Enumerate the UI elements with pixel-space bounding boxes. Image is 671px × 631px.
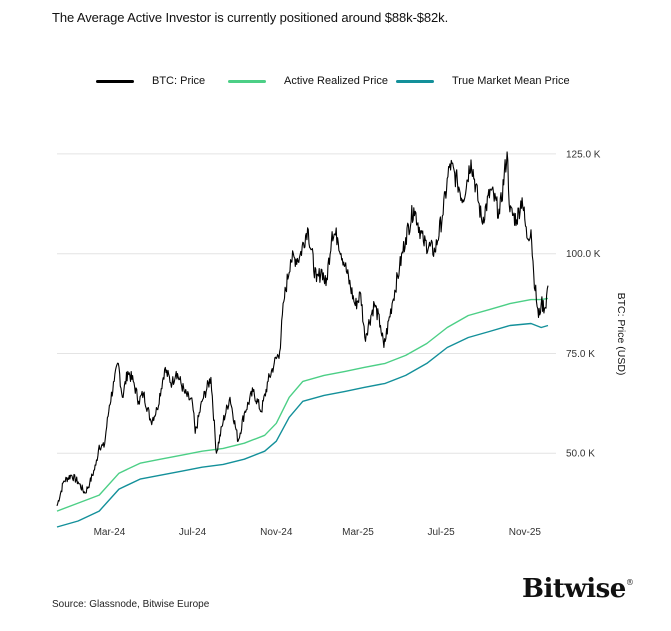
legend-item-true-market-mean-price[interactable]: True Market Mean Price	[396, 73, 570, 89]
active-realized-price-line	[56, 297, 549, 512]
legend-swatch-true-market-mean-price	[396, 79, 434, 83]
x-axis-ticks: Mar-24 Jul-24 Nov-24 Mar-25 Jul-25 Nov-25	[94, 527, 542, 538]
x-tick-label: Jul-24	[179, 527, 207, 538]
y-tick-label: 125.0 K	[566, 149, 601, 160]
legend-swatch-active-realized-price	[228, 79, 266, 83]
y-axis-ticks: 50.0 K 75.0 K 100.0 K 125.0 K	[566, 149, 601, 459]
btc-price-line	[56, 151, 549, 507]
y-tick-label: 75.0 K	[566, 349, 595, 360]
logo-text: Bitwise	[522, 574, 626, 604]
chart-title: The Average Active Investor is currently…	[52, 10, 449, 25]
series-group	[56, 151, 549, 528]
legend-label-btc-price: BTC: Price	[152, 75, 206, 87]
legend-swatch-btc-price	[96, 79, 134, 83]
x-tick-label: Mar-24	[94, 527, 126, 538]
legend-item-btc-price[interactable]: BTC: Price	[96, 73, 205, 89]
x-tick-label: Nov-24	[260, 527, 293, 538]
legend-label-active-realized-price: Active Realized Price	[284, 75, 388, 87]
legend-label-true-market-mean-price: True Market Mean Price	[452, 75, 570, 87]
line-chart: 50.0 K 75.0 K 100.0 K 125.0 K Mar-24 Jul-24 N…	[56, 149, 627, 538]
y-axis-label: BTC: Price (USD)	[615, 293, 627, 376]
registered-mark: ®	[625, 578, 634, 587]
bitwise-logo: Bitwise®	[522, 574, 634, 604]
source-note: Source: Glassnode, Bitwise Europe	[52, 599, 210, 610]
x-tick-label: Mar-25	[342, 527, 374, 538]
x-tick-label: Jul-25	[427, 527, 455, 538]
x-tick-label: Nov-25	[509, 527, 542, 538]
gridlines	[57, 153, 556, 454]
y-tick-label: 50.0 K	[566, 449, 595, 460]
chart-legend: BTC: Price Active Realized Price True Ma…	[0, 73, 671, 89]
y-tick-label: 100.0 K	[566, 249, 601, 260]
true-market-mean-price-line	[56, 322, 549, 528]
legend-item-active-realized-price[interactable]: Active Realized Price	[228, 73, 388, 89]
